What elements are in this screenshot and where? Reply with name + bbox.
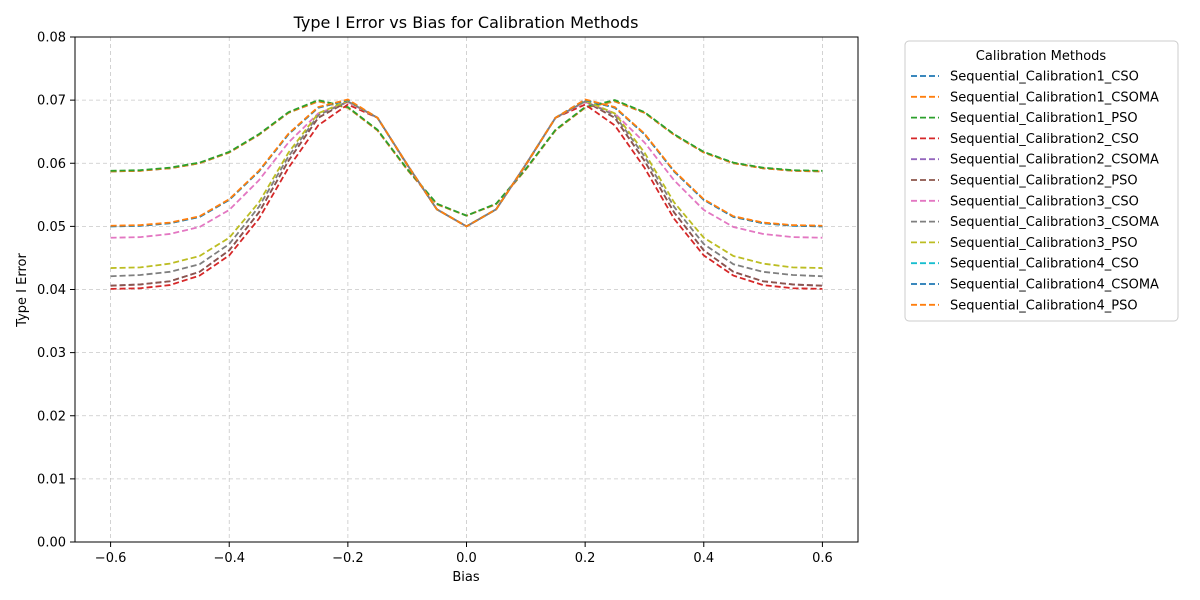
legend-entry-label: Sequential_Calibration4_CSOMA — [950, 278, 1159, 293]
x-axis-label: Bias — [452, 570, 479, 585]
y-tick-label: 0.08 — [37, 31, 66, 46]
x-tick-label: −0.4 — [213, 551, 245, 566]
legend-entry-label: Sequential_Calibration4_CSO — [950, 257, 1139, 272]
y-tick-label: 0.01 — [37, 472, 66, 487]
x-tick-label: 0.0 — [456, 551, 477, 566]
series-line-sequential-calibration1-pso — [110, 99, 823, 217]
grid-lines — [75, 36, 858, 543]
legend: Calibration Methods Sequential_Calibrati… — [904, 40, 1179, 322]
chart-title: Type I Error vs Bias for Calibration Met… — [293, 13, 639, 32]
x-axis-ticks: −0.6 −0.4 −0.2 0.0 0.2 0.4 0.6 — [95, 542, 833, 566]
x-tick-label: −0.6 — [95, 551, 127, 566]
series-line-sequential-calibration3-csoma — [110, 100, 823, 278]
x-tick-label: 0.4 — [693, 551, 714, 566]
y-axis-label: Type I Error — [15, 253, 30, 328]
legend-entry-label: Sequential_Calibration3_PSO — [950, 236, 1138, 251]
y-tick-label: 0.00 — [37, 536, 66, 551]
legend-entry-label: Sequential_Calibration2_CSOMA — [950, 153, 1159, 168]
legend-box — [904, 40, 1179, 322]
legend-entry-label: Sequential_Calibration2_PSO — [950, 174, 1138, 189]
y-tick-label: 0.04 — [37, 283, 66, 298]
y-tick-label: 0.03 — [37, 346, 66, 361]
y-tick-label: 0.02 — [37, 409, 66, 424]
legend-entry-label: Sequential_Calibration2_CSO — [950, 132, 1139, 147]
x-tick-label: 0.6 — [812, 551, 833, 566]
y-axis-ticks: 0.00 0.01 0.02 0.03 0.04 0.05 0.06 0.07 0.08 — [37, 31, 75, 551]
legend-title: Calibration Methods — [976, 49, 1107, 64]
y-tick-label: 0.06 — [37, 157, 66, 172]
legend-entry-label: Sequential_Calibration3_CSO — [950, 194, 1139, 209]
series-line-sequential-calibration4-pso — [110, 98, 823, 228]
x-tick-label: −0.2 — [332, 551, 364, 566]
x-tick-label: 0.2 — [575, 551, 596, 566]
legend-entry-label: Sequential_Calibration1_CSO — [950, 70, 1139, 85]
legend-entry-label: Sequential_Calibration1_PSO — [950, 111, 1138, 126]
legend-entry-label: Sequential_Calibration4_PSO — [950, 298, 1138, 313]
legend-items: Sequential_Calibration1_CSO Sequential_Ca… — [911, 70, 1159, 313]
legend-entry-label: Sequential_Calibration1_CSOMA — [950, 90, 1159, 105]
y-tick-label: 0.05 — [37, 220, 66, 235]
series-lines — [110, 98, 823, 290]
legend-entry-label: Sequential_Calibration3_CSOMA — [950, 215, 1159, 230]
y-tick-label: 0.07 — [37, 94, 66, 109]
